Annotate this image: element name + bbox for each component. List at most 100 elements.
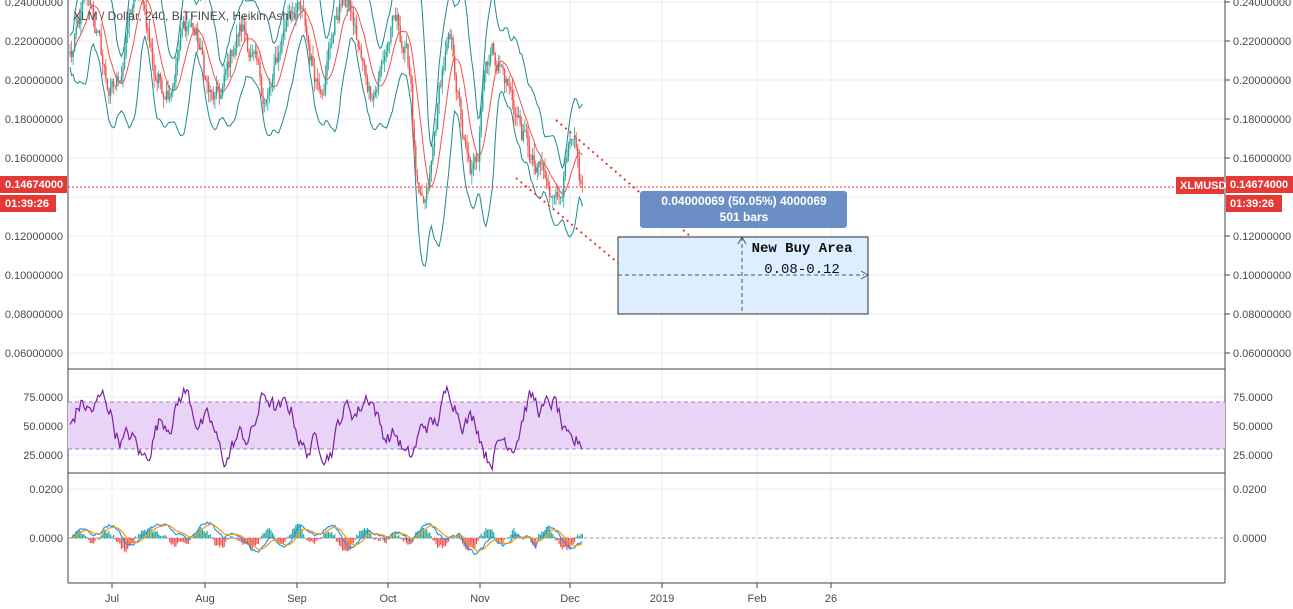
candle-body [477, 161, 479, 162]
candle-body [391, 15, 394, 28]
macd-histogram-bar [159, 535, 161, 539]
macd-histogram-bar [106, 533, 108, 539]
candle-body [130, 12, 132, 14]
candle-body [221, 86, 224, 95]
symbol-title: XLM / Dollar, 240, BITFINEX, Heikin Ashi [73, 9, 292, 23]
bollinger-bands [69, 0, 583, 267]
candle-body [154, 76, 157, 80]
macd-histogram-bar [430, 536, 432, 539]
macd-histogram-bar [259, 538, 261, 540]
candle-body [278, 52, 280, 62]
buy-area-range: 0.08-0.12 [764, 262, 840, 278]
candle-body [175, 64, 177, 83]
candle-body [351, 11, 353, 13]
buy-area-box[interactable]: New Buy Area 0.08-0.12 [617, 235, 870, 315]
candle-body [463, 136, 465, 140]
candle-body [324, 75, 327, 94]
candle-body [404, 46, 406, 53]
candle-body [126, 26, 129, 34]
candle-body [566, 157, 568, 163]
candle-body [323, 93, 325, 95]
macd-histogram-bar [337, 538, 339, 542]
macd-histogram-bar [84, 536, 87, 539]
macd-histogram-bar [137, 534, 140, 539]
time-tick: Sep [287, 593, 307, 605]
candle-body [290, 11, 292, 13]
macd-histogram-bar [320, 538, 322, 540]
macd-histogram-bar [175, 538, 177, 547]
candle-body [318, 81, 320, 90]
candle-body [326, 60, 328, 76]
macd-histogram-bar [278, 538, 280, 543]
candle-body [468, 153, 470, 159]
macd-histogram-bar [179, 538, 182, 542]
macd-histogram-bar [422, 527, 425, 539]
candle-body [368, 86, 370, 92]
macd-histogram-bar [502, 538, 504, 544]
macd-histogram-bar [100, 535, 102, 539]
candle-body [81, 1, 84, 10]
candle-body [402, 46, 405, 53]
candle-body [525, 130, 528, 132]
price-tick-left: 0.10000000 [5, 270, 63, 282]
candle-body [530, 159, 532, 161]
candle-body [299, 2, 302, 9]
price-axis-right: 0.24000000 0.22000000 0.20000000 0.18000000… [1225, 0, 1291, 360]
price-tick-left: 0.20000000 [5, 75, 63, 87]
macd-histogram-bar [538, 533, 540, 539]
candle-body [214, 95, 216, 100]
macd-histogram-bar [323, 532, 325, 539]
candle-body [97, 30, 99, 32]
macd-histogram-bar [343, 538, 345, 551]
candle-body [292, 12, 294, 14]
candle-body [575, 137, 577, 148]
macd-tick-left: 0.0200 [29, 484, 63, 496]
candle-body [338, 4, 341, 21]
candle-body [246, 35, 249, 51]
macd-histogram-bar [393, 534, 395, 539]
macd-histogram-bar [429, 532, 431, 539]
candle-body [122, 68, 124, 77]
macd-histogram-bar [315, 538, 317, 542]
macd-histogram-bar [332, 535, 334, 539]
macd-histogram-bar [385, 538, 387, 544]
candle-body [142, 0, 144, 5]
candle-body [394, 15, 397, 21]
candle-body [249, 55, 252, 58]
candle-body [260, 77, 263, 96]
macd-histogram-bar [109, 534, 112, 539]
candle-body [553, 197, 556, 198]
upper-band [69, 0, 583, 170]
candle-body [268, 88, 271, 94]
macd-histogram-bar [324, 533, 327, 539]
buy-area-rect[interactable] [617, 236, 869, 315]
candle-body [228, 61, 230, 68]
macd-histogram-bar [374, 538, 376, 540]
candle-body [457, 91, 459, 93]
lower-band [69, 34, 583, 267]
candle-body [550, 197, 552, 198]
macd-histogram-bar [560, 538, 562, 547]
macd-histogram-bar [408, 538, 411, 545]
macd-histogram-bar [282, 538, 284, 545]
candle-body [413, 127, 415, 147]
candle-body [475, 156, 478, 162]
candle-body [460, 98, 462, 120]
candle-body [552, 197, 554, 198]
macd-histogram-bar [335, 538, 337, 542]
macd-histogram-bar [355, 534, 358, 539]
macd-histogram-bar [485, 528, 487, 539]
macd-histogram-bar [117, 538, 119, 542]
candle-body [561, 197, 563, 198]
macd-histogram-bar [407, 538, 409, 545]
macd-histogram-bar [474, 538, 476, 549]
time-tick: Nov [470, 593, 490, 605]
macd-histogram-bar [549, 528, 551, 539]
candle-body [192, 23, 194, 32]
macd-histogram-bar [116, 538, 118, 543]
macd-histogram-bar [382, 538, 384, 541]
candle-body [158, 74, 160, 84]
candle-body [472, 162, 475, 169]
macd-histogram-bar [145, 531, 147, 539]
rsi-tick-right: 25.0000 [1233, 450, 1273, 462]
